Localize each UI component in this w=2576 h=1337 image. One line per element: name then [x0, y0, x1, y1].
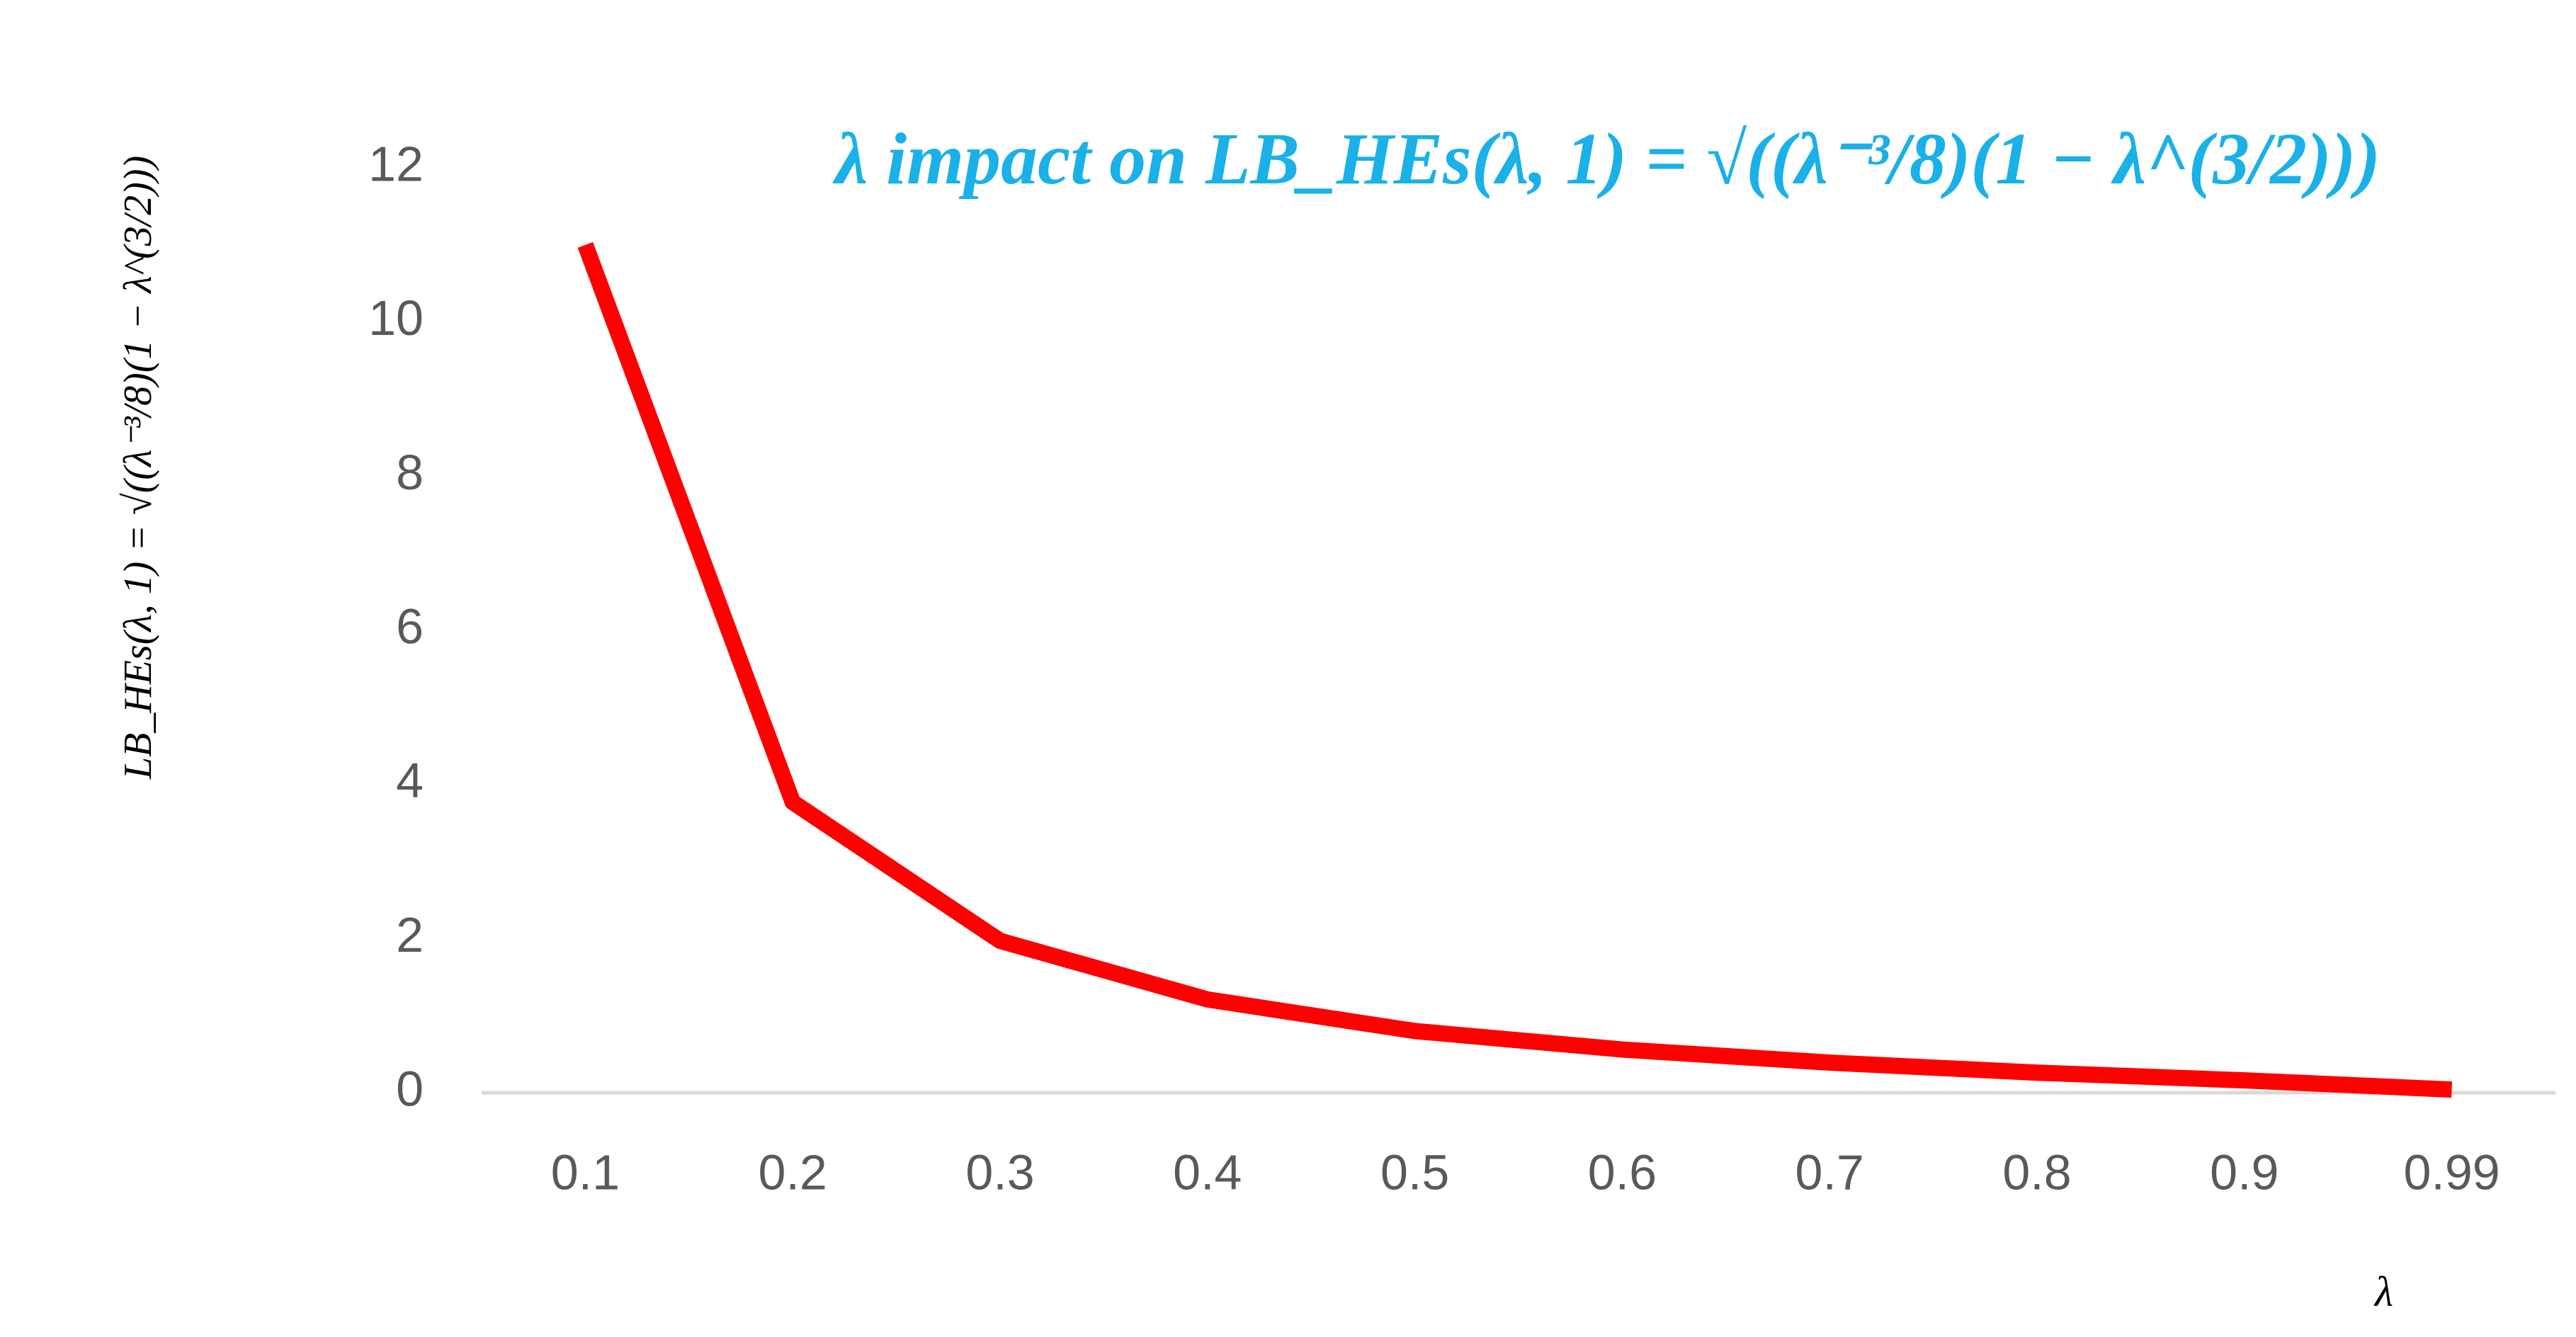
y-tick-label: 10	[368, 290, 424, 346]
x-tick-label: 0.4	[1173, 1144, 1242, 1200]
x-tick-label: 0.99	[2403, 1144, 2500, 1200]
x-tick-label: 0.3	[965, 1144, 1034, 1200]
chart-title: λ impact on LB_HEs(λ, 1) = √((λ⁻³/8)(1 −…	[832, 118, 2381, 200]
y-tick-label: 6	[396, 598, 424, 654]
x-tick-label: 0.9	[2210, 1144, 2279, 1200]
y-tick-label: 2	[396, 907, 424, 962]
x-tick-label: 0.5	[1380, 1144, 1449, 1200]
x-tick-label: 0.8	[2002, 1144, 2071, 1200]
data-line	[577, 241, 2453, 1098]
y-tick-label: 8	[396, 445, 424, 500]
x-tick-label: 0.1	[551, 1144, 620, 1200]
y-tick-label: 12	[368, 136, 424, 191]
x-axis-label: λ	[2373, 1268, 2393, 1315]
y-tick-label: 4	[396, 753, 424, 808]
x-tick-label: 0.6	[1588, 1144, 1657, 1200]
y-tick-label: 0	[396, 1061, 424, 1116]
y-axis-label: LB_HEs(λ, 1) = √((λ⁻³/8)(1 − λ^(3/2)))	[116, 156, 160, 780]
x-tick-label: 0.7	[1795, 1144, 1864, 1200]
x-tick-label: 0.2	[759, 1144, 827, 1200]
